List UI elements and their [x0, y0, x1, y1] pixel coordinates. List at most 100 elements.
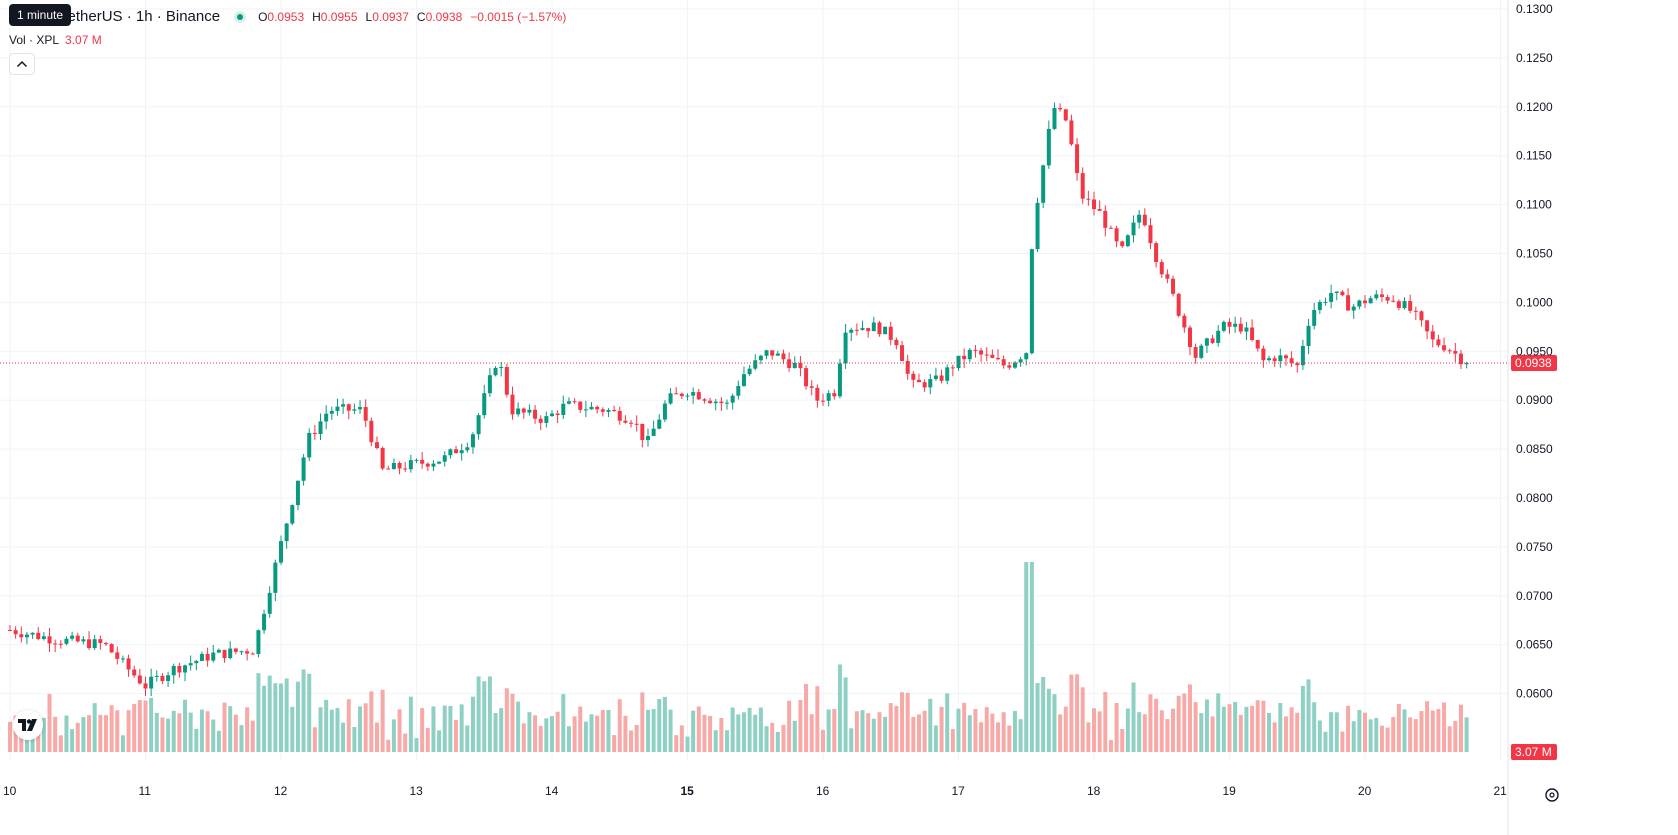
candle-body — [143, 683, 148, 689]
candle-body — [809, 386, 814, 388]
volume-bar — [979, 722, 984, 752]
candle-body — [634, 423, 639, 425]
candle-body — [1001, 359, 1006, 366]
volume-bar — [555, 711, 560, 752]
candle-body — [482, 393, 487, 416]
price-change: −0.0015 (−1.57%) — [470, 9, 567, 24]
candle-body — [1340, 291, 1345, 296]
candle-body — [606, 409, 611, 412]
candle-body — [454, 449, 459, 454]
volume-bar — [1108, 740, 1113, 752]
volume-bar — [781, 724, 786, 752]
volume-bar — [1453, 720, 1458, 752]
candle-body — [1029, 249, 1034, 354]
candle-body — [470, 434, 475, 448]
volume-bar — [239, 725, 244, 752]
volume-bar — [448, 705, 453, 752]
volume-bar — [753, 714, 758, 752]
volume-bar — [476, 676, 481, 752]
volume-bar — [967, 715, 972, 752]
candle-body — [1261, 348, 1266, 361]
last-price-line: 0.0938 3.07 M — [0, 355, 1557, 760]
time-tick-label: 17 — [952, 784, 966, 798]
candle-body — [442, 455, 447, 462]
volume-bar — [177, 713, 182, 752]
candle-body — [487, 375, 492, 394]
volume-bar — [950, 729, 955, 752]
candle-body — [979, 350, 984, 355]
tradingview-logo-icon[interactable] — [13, 710, 43, 740]
candle-body — [228, 648, 233, 659]
volume-bar — [1120, 729, 1125, 752]
candle-body — [832, 393, 837, 397]
candle-body — [1035, 202, 1040, 250]
symbol-title[interactable]: TetherUS · 1h · Binance — [60, 8, 221, 25]
candle-body — [911, 373, 916, 380]
volume-bar — [928, 698, 933, 752]
candle-body — [1007, 365, 1012, 368]
candle-body — [374, 442, 379, 449]
volume-bar — [1063, 706, 1068, 752]
candle-body — [1351, 306, 1356, 311]
volume-bar — [47, 694, 52, 752]
volume-bar — [990, 713, 995, 752]
candle-body — [1075, 144, 1080, 174]
volume-bar — [685, 736, 690, 752]
time-axis: 10 11 12 13 14 15 16 17 18 19 20 21 — [3, 784, 1507, 798]
volume-bar — [984, 707, 989, 752]
candle-body — [623, 420, 628, 423]
volume-bar — [1385, 727, 1390, 752]
volume-bar — [1391, 716, 1396, 752]
volume-bar — [629, 730, 634, 752]
volume-bar — [1125, 708, 1130, 752]
volume-bar — [53, 716, 58, 752]
candle-body — [1368, 298, 1373, 304]
volume-bar — [798, 700, 803, 752]
volume-bar — [815, 686, 820, 752]
candle-body — [973, 349, 978, 351]
candle-body — [245, 651, 250, 654]
volume-bar — [425, 728, 430, 752]
candle-body — [821, 400, 825, 402]
candle-body — [1396, 301, 1401, 308]
volume-bar — [634, 725, 639, 752]
time-tick-label: 12 — [274, 784, 288, 798]
candle-body — [1193, 347, 1198, 358]
volume-bar — [199, 709, 204, 752]
volume-bar — [725, 730, 730, 752]
candle-body — [126, 658, 131, 670]
volume-bar — [1035, 683, 1040, 752]
chart-grid — [0, 0, 1509, 835]
volume-bar — [75, 722, 80, 752]
volume-bar — [222, 702, 227, 752]
volume-bar — [1272, 722, 1277, 752]
candle-body — [1413, 310, 1418, 312]
volume-bar — [188, 712, 193, 752]
gear-icon[interactable] — [1545, 788, 1559, 802]
volume-bar — [1069, 674, 1074, 752]
volume-bar — [335, 707, 340, 752]
candle-body — [877, 322, 882, 335]
candle-body — [431, 463, 436, 467]
candle-body — [1204, 338, 1209, 346]
price-axis: 0.1300 0.1250 0.1200 0.1150 0.1100 0.1050 0.10… — [1516, 2, 1553, 701]
candle-body — [1363, 300, 1367, 304]
volume-bar — [1041, 676, 1046, 752]
volume-bar — [132, 703, 137, 752]
volume-bar — [538, 725, 543, 752]
volume-bar — [1148, 694, 1153, 752]
volume-bar — [154, 712, 159, 752]
price-tick-label: 0.1250 — [1516, 51, 1553, 65]
volume-bar — [233, 714, 238, 752]
volume-bar — [1238, 714, 1243, 752]
candle-body — [1334, 291, 1339, 293]
market-status-icon — [234, 10, 247, 23]
candle-body — [1114, 228, 1119, 242]
volume-bar — [713, 730, 718, 752]
volume-bar — [860, 710, 865, 752]
collapse-legend-button[interactable] — [9, 53, 35, 75]
candle-body — [177, 665, 182, 673]
candle-body — [414, 459, 419, 461]
candle-body — [70, 635, 75, 639]
